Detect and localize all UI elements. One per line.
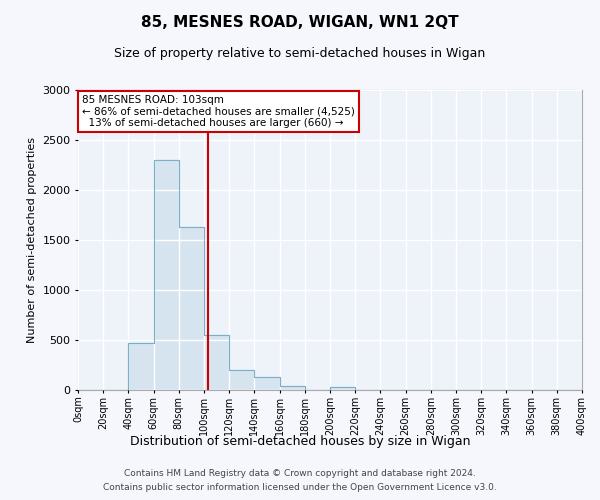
- Text: Contains public sector information licensed under the Open Government Licence v3: Contains public sector information licen…: [103, 484, 497, 492]
- Text: Distribution of semi-detached houses by size in Wigan: Distribution of semi-detached houses by …: [130, 435, 470, 448]
- Y-axis label: Number of semi-detached properties: Number of semi-detached properties: [26, 137, 37, 343]
- Text: 85 MESNES ROAD: 103sqm
← 86% of semi-detached houses are smaller (4,525)
  13% o: 85 MESNES ROAD: 103sqm ← 86% of semi-det…: [82, 95, 355, 128]
- Text: Contains HM Land Registry data © Crown copyright and database right 2024.: Contains HM Land Registry data © Crown c…: [124, 468, 476, 477]
- Text: 85, MESNES ROAD, WIGAN, WN1 2QT: 85, MESNES ROAD, WIGAN, WN1 2QT: [141, 15, 459, 30]
- Text: Size of property relative to semi-detached houses in Wigan: Size of property relative to semi-detach…: [115, 48, 485, 60]
